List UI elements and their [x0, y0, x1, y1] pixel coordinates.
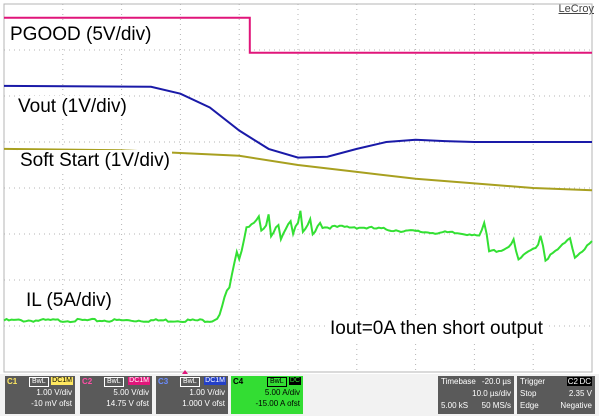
note-label: Iout=0A then short output [328, 318, 545, 340]
vout-label: Vout (1V/div) [16, 96, 129, 118]
pgood-label: PGOOD (5V/div) [8, 24, 154, 46]
trigger-source: C2 [566, 377, 579, 386]
channel-c2-vdiv: 5.00 V/div [113, 388, 149, 397]
channel-c4-name: C4 [233, 377, 244, 386]
channel-c2-panel[interactable]: C2 BwL DC1M 5.00 V/div 14.75 V ofst [80, 376, 152, 414]
trigger-label: Trigger [520, 377, 546, 386]
channel-c3-panel[interactable]: C3 BwL DC1M 1.00 V/div 1.000 V ofst [156, 376, 228, 414]
channel-c1-offset: -10 mV ofst [31, 399, 72, 408]
channel-c4-panel[interactable]: C4 BwL DC 5.00 A/div -15.00 A ofst [231, 376, 303, 414]
channel-c1-coupling: DC1M [51, 377, 73, 385]
channel-c3-offset: 1.000 V ofst [182, 399, 225, 408]
channel-c1-name: C1 [7, 377, 18, 386]
trigger-level: 2.35 V [568, 389, 592, 398]
brand-logo: LeCroy [558, 3, 594, 15]
channel-c3-coupling: DC1M [204, 377, 226, 385]
timebase-delay: -20.0 µs [481, 377, 511, 386]
trigger-panel[interactable]: Trigger C2 DC Stop 2.35 V Edge Negative [517, 376, 595, 414]
channel-c2-name: C2 [82, 377, 93, 386]
channel-c3-name: C3 [158, 377, 169, 386]
channel-c4-coupling: DC [288, 377, 301, 385]
trigger-marker [182, 370, 188, 374]
channel-c2-coupling: DC1M [128, 377, 150, 385]
timebase-tdiv: 10.0 µs/div [472, 389, 511, 398]
info-bar: C1 BwL DC1M 1.00 V/div -10 mV ofst C2 Bw… [0, 374, 599, 416]
channel-c3-bw: BwL [180, 377, 200, 387]
channel-c4-vdiv: 5.00 A/div [264, 388, 300, 397]
channel-c4-offset: -15.00 A ofst [255, 399, 300, 408]
il-trace [3, 210, 593, 324]
trigger-type: Edge [520, 401, 539, 410]
trigger-mode: Stop [520, 389, 537, 398]
timebase-panel[interactable]: Timebase -20.0 µs 10.0 µs/div 5.00 kS 50… [438, 376, 514, 414]
il-label: IL (5A/div) [24, 290, 114, 312]
vout-trace [3, 84, 592, 159]
channel-c2-bw: BwL [104, 377, 124, 387]
timebase-label: Timebase [441, 377, 476, 386]
soft-start-label: Soft Start (1V/div) [18, 150, 172, 172]
channel-c1-bw: BwL [29, 377, 49, 387]
pgood-trace [4, 16, 592, 54]
channel-c1-vdiv: 1.00 V/div [36, 388, 72, 397]
channel-c3-vdiv: 1.00 V/div [189, 388, 225, 397]
timebase-samples: 5.00 kS [441, 401, 469, 410]
trigger-slope: Negative [560, 401, 592, 410]
timebase-rate: 50 MS/s [481, 401, 511, 410]
channel-c1-panel[interactable]: C1 BwL DC1M 1.00 V/div -10 mV ofst [5, 376, 75, 414]
channel-c4-bw: BwL [267, 377, 287, 387]
channel-c2-offset: 14.75 V ofst [106, 399, 149, 408]
trigger-coupling: DC [578, 377, 592, 386]
